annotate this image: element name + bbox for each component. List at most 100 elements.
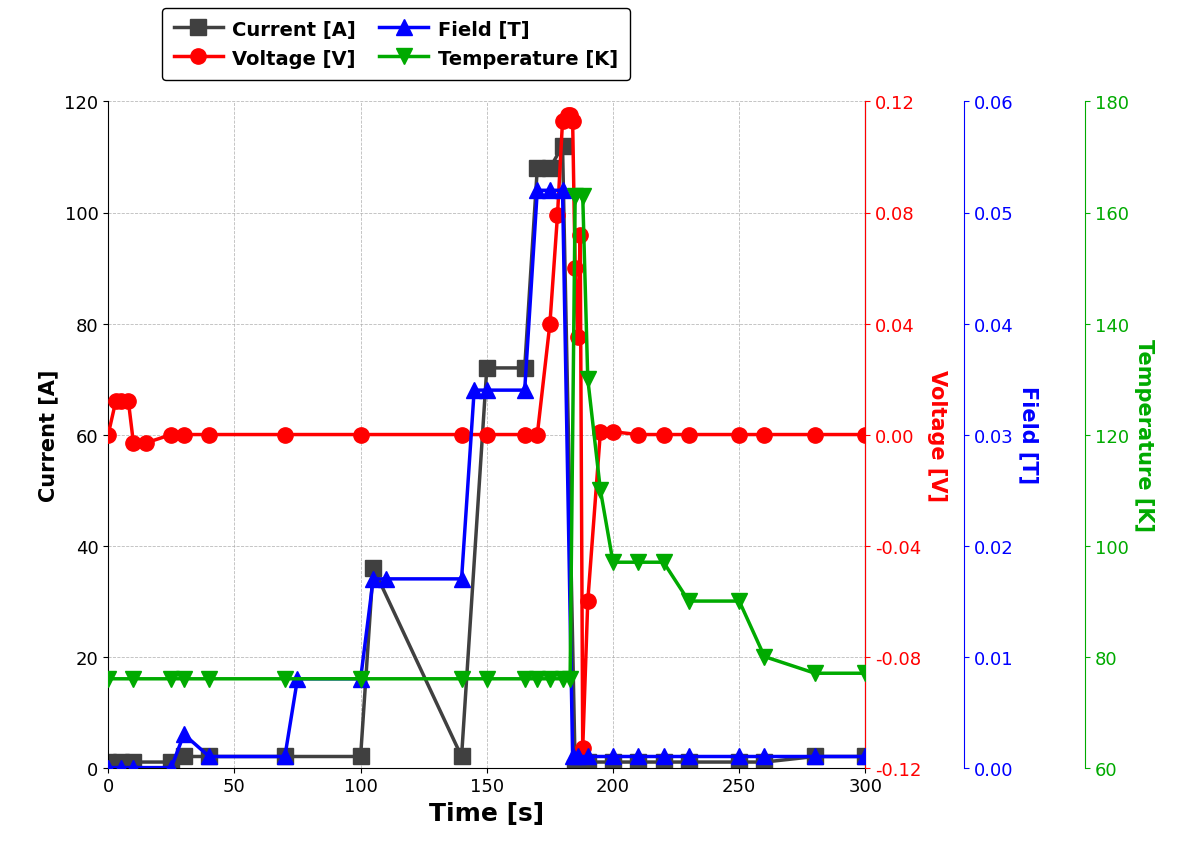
Voltage [V] — [757, 430, 772, 440]
Temperature [K] — [555, 674, 570, 684]
Legend: Current [A], Voltage [V], Field [T], Temperature [K]: Current [A], Voltage [V], Field [T], Tem… — [162, 9, 630, 81]
Voltage [V] — [542, 319, 557, 329]
Temperature [K] — [682, 596, 696, 606]
Voltage [V] — [480, 430, 494, 440]
Temperature [K] — [581, 374, 595, 385]
Current [A] — [732, 757, 746, 768]
Temperature [K] — [454, 674, 469, 684]
Field [T] — [126, 763, 141, 773]
Voltage [V] — [606, 427, 620, 438]
Temperature [K] — [631, 558, 645, 568]
Voltage [V] — [163, 430, 178, 440]
Temperature [K] — [101, 674, 115, 684]
Voltage [V] — [113, 397, 127, 407]
Field [T] — [101, 763, 115, 773]
Field [T] — [480, 386, 494, 396]
Temperature [K] — [126, 674, 141, 684]
Current [A] — [517, 363, 531, 374]
Field [T] — [278, 751, 292, 762]
Current [A] — [530, 164, 545, 174]
Current [A] — [631, 757, 645, 768]
Temperature [K] — [542, 674, 557, 684]
Voltage [V] — [656, 430, 671, 440]
Voltage [V] — [571, 333, 585, 343]
Field [T] — [353, 674, 368, 684]
Voltage [V] — [555, 117, 570, 127]
Current [A] — [163, 757, 178, 768]
Field [T] — [581, 751, 595, 762]
Temperature [K] — [353, 674, 368, 684]
X-axis label: Time [s]: Time [s] — [429, 801, 545, 825]
Temperature [K] — [732, 596, 746, 606]
Current [A] — [202, 751, 216, 762]
Y-axis label: Voltage [V]: Voltage [V] — [927, 369, 946, 501]
Voltage [V] — [101, 430, 115, 440]
Voltage [V] — [560, 111, 575, 121]
Current [A] — [365, 563, 380, 573]
Temperature [K] — [278, 674, 292, 684]
Current [A] — [101, 757, 115, 768]
Temperature [K] — [480, 674, 494, 684]
Field [T] — [555, 186, 570, 196]
Voltage [V] — [682, 430, 696, 440]
Current [A] — [682, 757, 696, 768]
Temperature [K] — [656, 558, 671, 568]
Voltage [V] — [565, 117, 579, 127]
Field [T] — [606, 751, 620, 762]
Field [T] — [163, 763, 178, 773]
Current [A] — [113, 757, 127, 768]
Voltage [V] — [454, 430, 469, 440]
Field [T] — [808, 751, 822, 762]
Temperature [K] — [163, 674, 178, 684]
Field [T] — [571, 751, 585, 762]
Current [A] — [454, 751, 469, 762]
Field [T] — [365, 574, 380, 584]
Field [T] — [379, 574, 393, 584]
Y-axis label: Temperature [K]: Temperature [K] — [1133, 339, 1154, 531]
Current [A] — [555, 142, 570, 152]
Field [T] — [113, 763, 127, 773]
Field [T] — [454, 574, 469, 584]
Voltage [V] — [139, 438, 154, 449]
Line: Voltage [V]: Voltage [V] — [101, 108, 873, 756]
Line: Field [T]: Field [T] — [101, 183, 873, 775]
Field [T] — [517, 386, 531, 396]
Temperature [K] — [530, 674, 545, 684]
Temperature [K] — [177, 674, 191, 684]
Y-axis label: Field [T]: Field [T] — [1018, 386, 1039, 484]
Current [A] — [126, 757, 141, 768]
Voltage [V] — [177, 430, 191, 440]
Voltage [V] — [631, 430, 645, 440]
Temperature [K] — [567, 191, 582, 201]
Current [A] — [606, 757, 620, 768]
Field [T] — [858, 751, 873, 762]
Field [T] — [732, 751, 746, 762]
Voltage [V] — [108, 397, 123, 407]
Current [A] — [808, 751, 822, 762]
Temperature [K] — [563, 674, 577, 684]
Voltage [V] — [126, 438, 141, 449]
Field [T] — [202, 751, 216, 762]
Field [T] — [682, 751, 696, 762]
Field [T] — [542, 186, 557, 196]
Current [A] — [656, 757, 671, 768]
Voltage [V] — [732, 430, 746, 440]
Voltage [V] — [581, 596, 595, 606]
Field [T] — [631, 751, 645, 762]
Y-axis label: Current [A]: Current [A] — [38, 368, 59, 502]
Current [A] — [581, 757, 595, 768]
Current [A] — [567, 763, 582, 773]
Temperature [K] — [858, 669, 873, 679]
Voltage [V] — [567, 264, 582, 274]
Voltage [V] — [530, 430, 545, 440]
Current [A] — [858, 751, 873, 762]
Voltage [V] — [121, 397, 136, 407]
Voltage [V] — [353, 430, 368, 440]
Field [T] — [466, 386, 481, 396]
Field [T] — [530, 186, 545, 196]
Field [T] — [291, 674, 305, 684]
Voltage [V] — [563, 111, 577, 121]
Voltage [V] — [808, 430, 822, 440]
Temperature [K] — [202, 674, 216, 684]
Voltage [V] — [202, 430, 216, 440]
